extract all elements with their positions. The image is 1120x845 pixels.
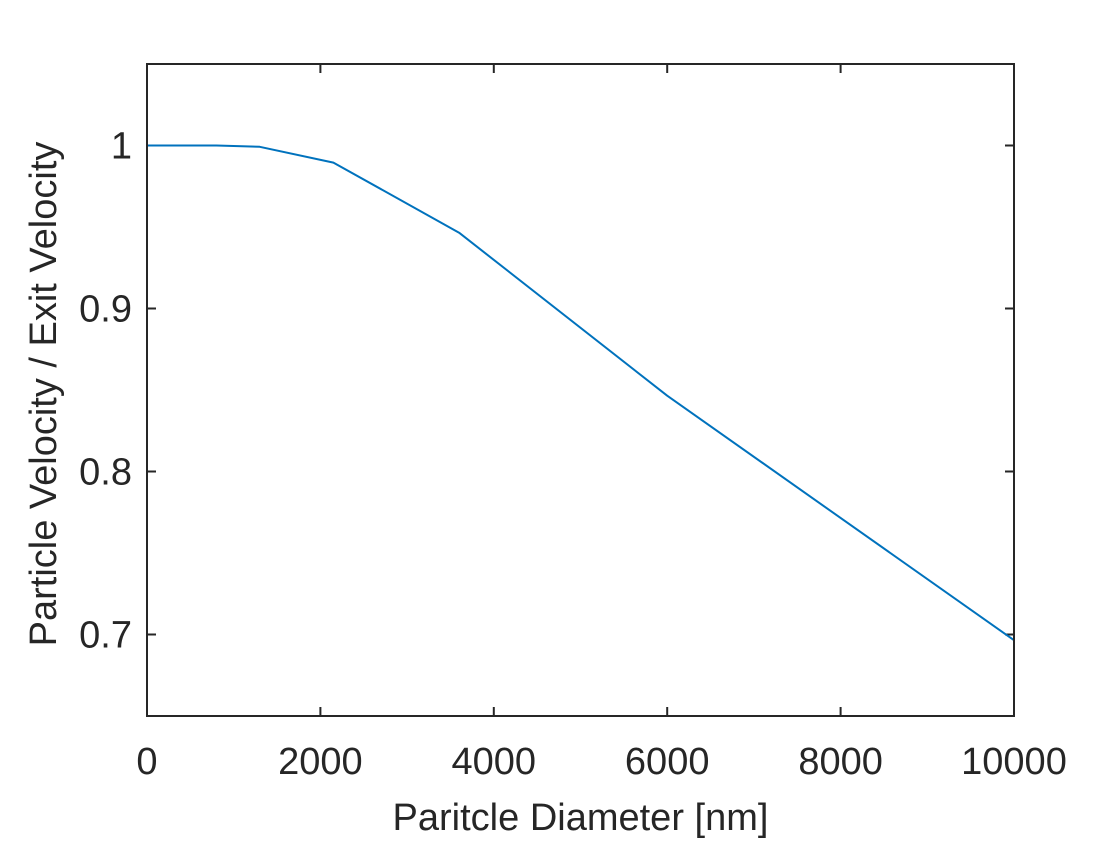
series-line <box>147 144 1015 642</box>
series-layer <box>147 144 1015 642</box>
y-tick-labels: 0.7 0.8 0.9 1 <box>79 126 132 657</box>
x-tick-labels: 0 2000 4000 6000 8000 10000 <box>136 741 1066 783</box>
y-tick-label: 0.7 <box>79 615 132 657</box>
y-axis-title: Particle Velocity / Exit Velocity <box>23 142 65 647</box>
y-tick-label: 1 <box>111 126 132 168</box>
x-tick-label: 10000 <box>961 741 1067 783</box>
tick-marks <box>146 64 1015 716</box>
x-tick-label: 6000 <box>625 741 710 783</box>
plot-area-frame <box>146 63 1015 717</box>
x-axis-title: Paritcle Diameter [nm] <box>393 797 769 839</box>
x-tick-label: 0 <box>136 741 157 783</box>
x-tick-label: 2000 <box>278 741 363 783</box>
y-tick-label: 0.9 <box>79 289 132 331</box>
x-tick-label: 4000 <box>452 741 537 783</box>
y-tick-label: 0.8 <box>79 452 132 494</box>
x-tick-label: 8000 <box>798 741 883 783</box>
